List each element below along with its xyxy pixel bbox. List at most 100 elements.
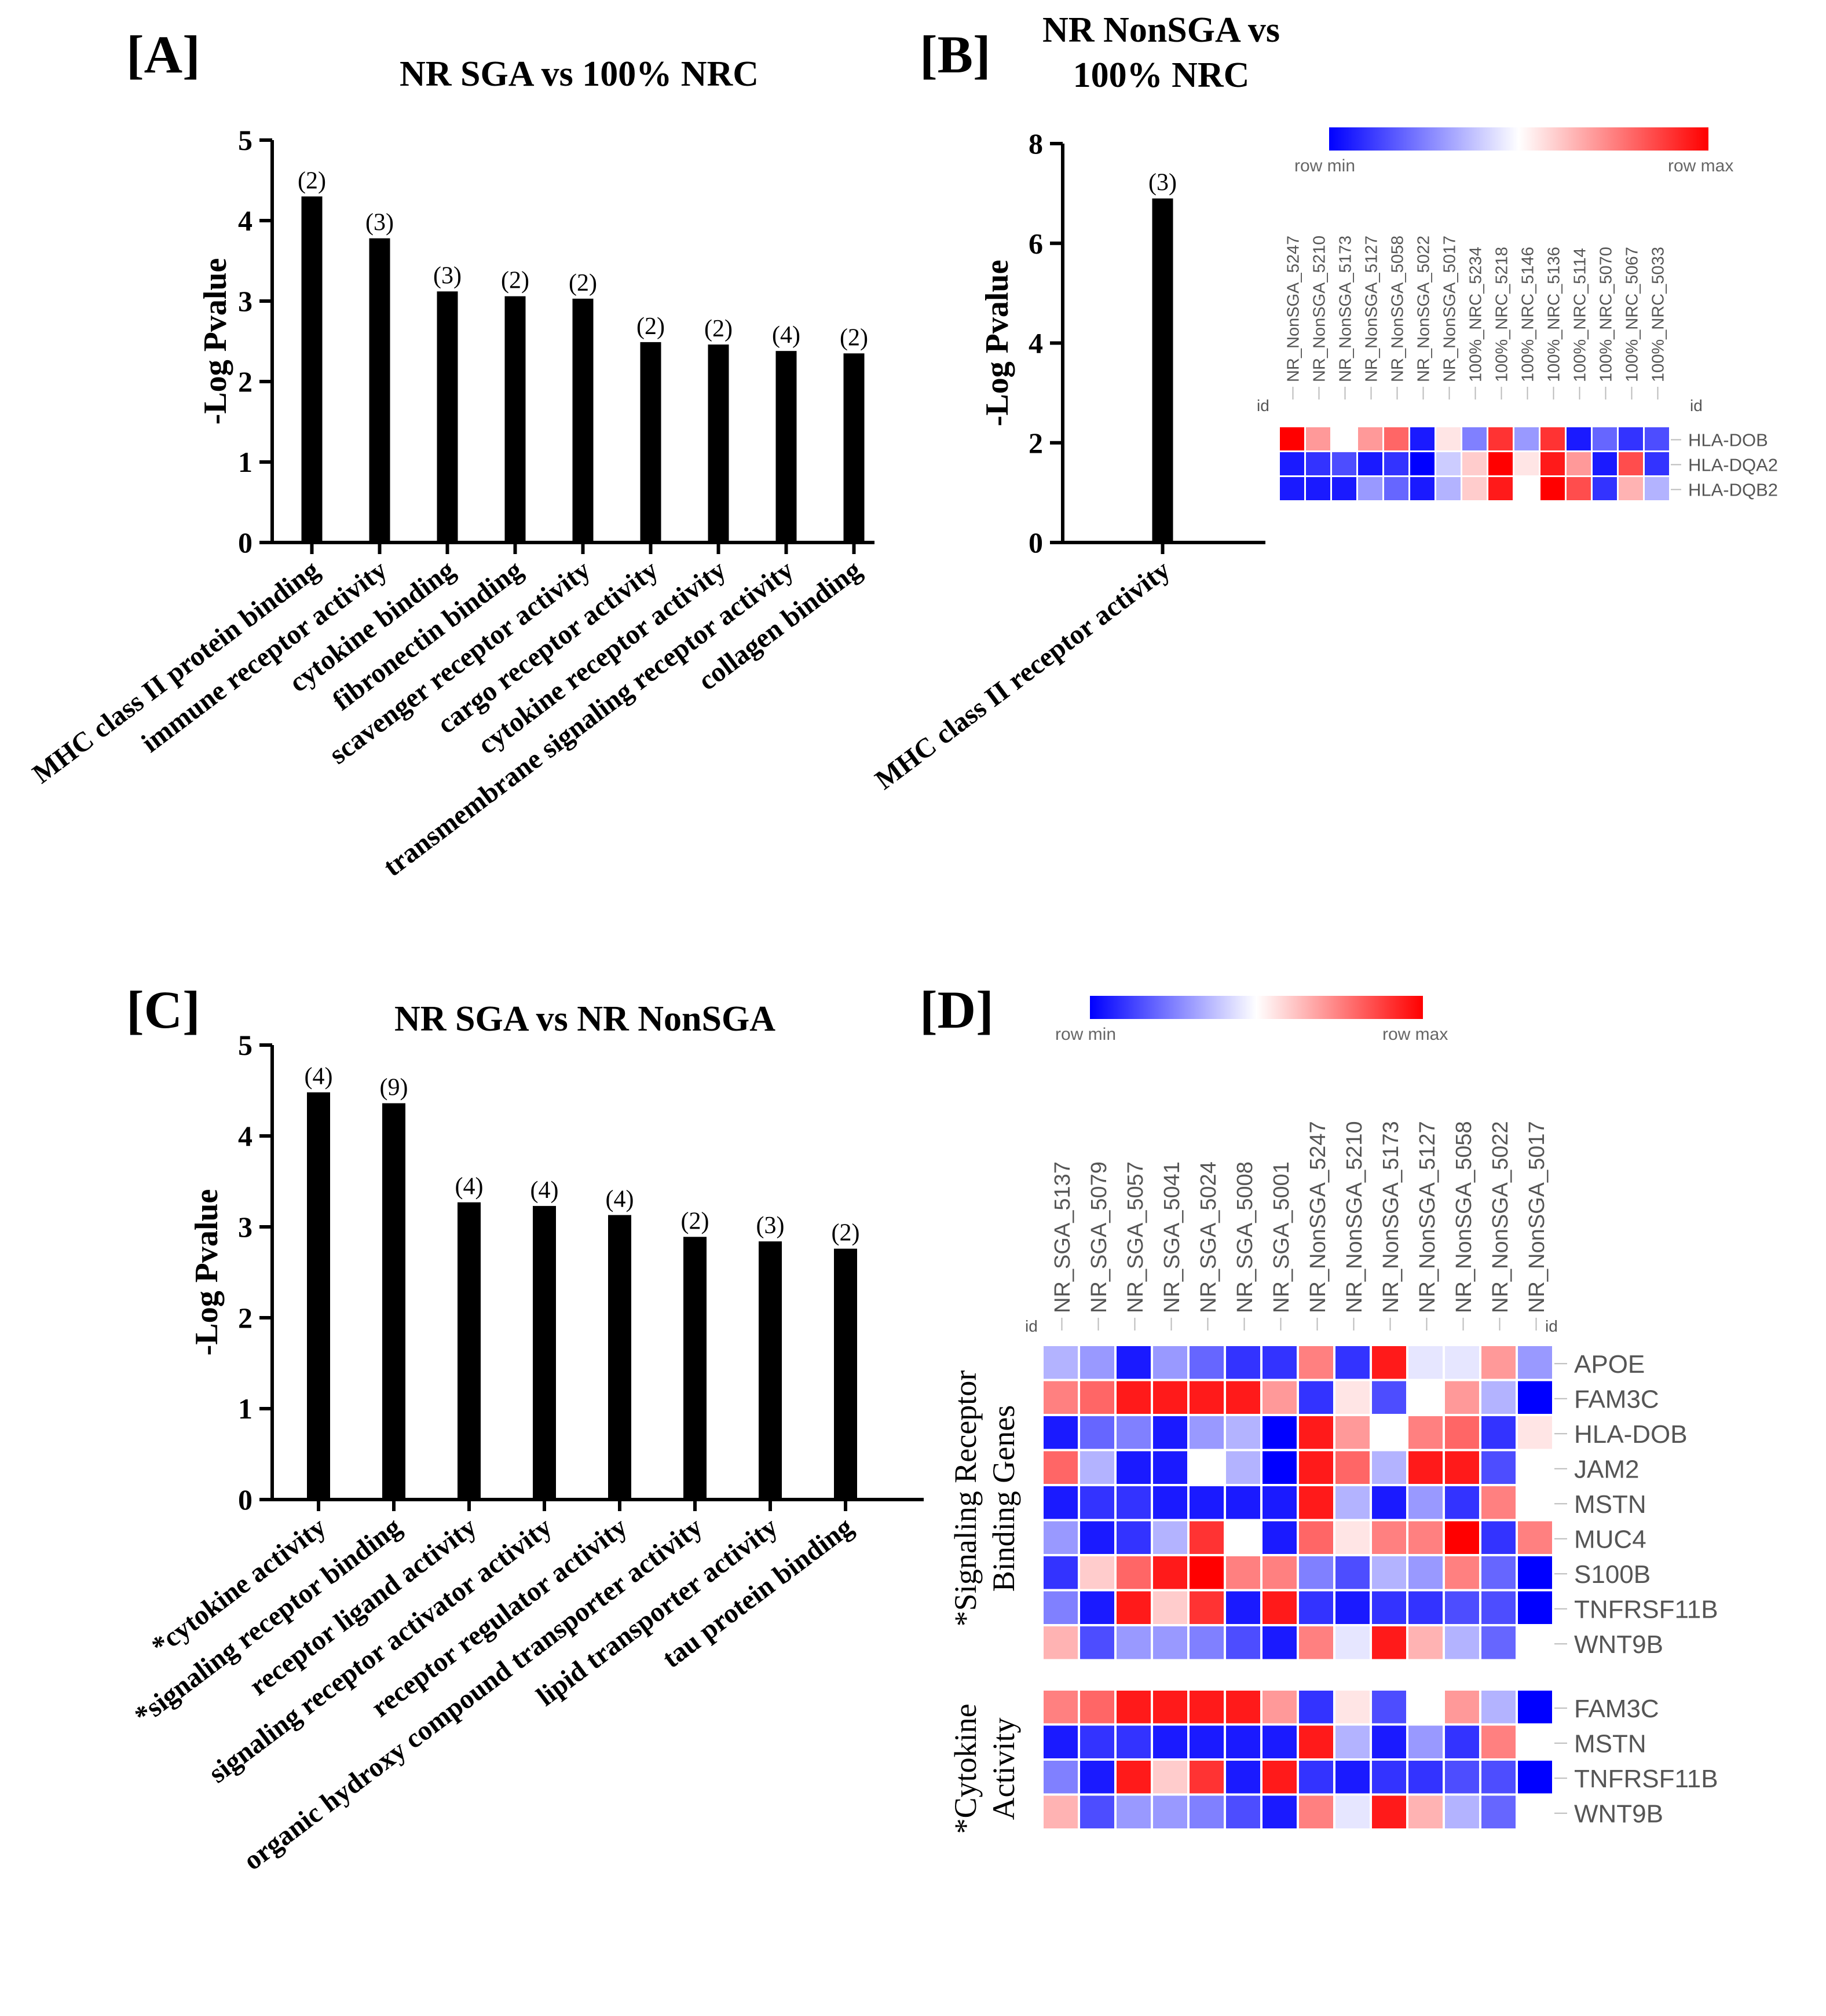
- id-label: id: [1545, 1317, 1558, 1335]
- data-label: (2): [840, 324, 868, 351]
- heat-cell: [1619, 452, 1643, 475]
- heat-cell: [1335, 1451, 1370, 1484]
- heat-cell: [1567, 477, 1591, 500]
- heat-cell: [1408, 1346, 1443, 1379]
- heat-cell: [1481, 1725, 1516, 1758]
- heat-cell: [1153, 1626, 1187, 1659]
- data-label: (2): [298, 167, 326, 194]
- legend-gradient: [1329, 127, 1708, 151]
- heat-cell: [1462, 452, 1487, 475]
- column-label: NR_NonSGA_5210: [1311, 236, 1329, 382]
- heat-cell: [1408, 1626, 1443, 1659]
- bar: [382, 1103, 405, 1500]
- heat-cell: [1117, 1725, 1151, 1758]
- heat-cell: [1299, 1486, 1333, 1519]
- heat-cell: [1445, 1691, 1479, 1724]
- heat-cell: [1445, 1591, 1479, 1624]
- heat-cell: [1226, 1416, 1260, 1449]
- heat-cell: [1117, 1795, 1151, 1828]
- heat-cell: [1306, 427, 1330, 450]
- heat-cell: [1117, 1346, 1151, 1379]
- heat-cell: [1481, 1416, 1516, 1449]
- y-tick-label: 1: [238, 1392, 253, 1425]
- data-label: (4): [305, 1064, 333, 1090]
- heat-cell: [1044, 1795, 1078, 1828]
- heat-cell: [1263, 1556, 1297, 1589]
- group-label-line: *Cytokine: [948, 1704, 983, 1834]
- heat-cell: [1445, 1761, 1479, 1794]
- heat-cell: [1226, 1521, 1260, 1554]
- heat-cell: [1372, 1691, 1406, 1724]
- heat-cell: [1645, 452, 1669, 475]
- bar: [458, 1202, 481, 1500]
- heat-cell: [1372, 1761, 1406, 1794]
- group-label-line: Activity: [986, 1718, 1021, 1820]
- heat-cell: [1117, 1626, 1151, 1659]
- bar: [759, 1241, 782, 1500]
- bar: [775, 351, 797, 543]
- column-label: 100%_NRC_5218: [1493, 247, 1512, 382]
- heat-cell: [1540, 427, 1565, 450]
- legend-gradient: [1090, 996, 1423, 1019]
- heat-cell: [1514, 477, 1539, 500]
- heat-cell: [1445, 1416, 1479, 1449]
- bar: [572, 298, 594, 543]
- y-tick-label: 4: [1029, 327, 1043, 360]
- bar: [708, 344, 729, 543]
- group-label-line: *Signaling Receptor: [948, 1370, 983, 1626]
- heat-cell: [1299, 1521, 1333, 1554]
- heat-cell: [1372, 1521, 1406, 1554]
- data-label: (2): [501, 267, 529, 294]
- heat-cell: [1518, 1761, 1552, 1794]
- heat-cell: [1358, 452, 1382, 475]
- heat-cell: [1263, 1795, 1297, 1828]
- heat-cell: [1408, 1381, 1443, 1414]
- heat-cell: [1226, 1795, 1260, 1828]
- heat-cell: [1153, 1795, 1187, 1828]
- heat-cell: [1593, 452, 1617, 475]
- bar: [301, 196, 323, 543]
- heat-cell: [1332, 452, 1356, 475]
- heat-cell: [1518, 1591, 1552, 1624]
- heat-cell: [1372, 1725, 1406, 1758]
- heat-cell: [1226, 1381, 1260, 1414]
- heat-cell: [1117, 1761, 1151, 1794]
- id-label: id: [1690, 397, 1703, 415]
- heat-cell: [1299, 1556, 1333, 1589]
- y-tick-label: 1: [238, 446, 253, 478]
- heat-cell: [1481, 1556, 1516, 1589]
- heat-cell: [1226, 1556, 1260, 1589]
- y-axis-label: -Log Pvalue: [189, 1189, 225, 1356]
- heat-cell: [1280, 427, 1304, 450]
- column-label: NR_NonSGA_5017: [1441, 236, 1459, 382]
- heat-cell: [1445, 1795, 1479, 1828]
- heat-cell: [1306, 477, 1330, 500]
- heat-cell: [1445, 1556, 1479, 1589]
- heat-cell: [1280, 477, 1304, 500]
- row-label: HLA-DQA2: [1688, 455, 1778, 475]
- heat-cell: [1117, 1416, 1151, 1449]
- heat-cell: [1299, 1725, 1333, 1758]
- heat-cell: [1518, 1626, 1552, 1659]
- panel-b-bar-chart: NR NonSGA vs 100% NRC -Log Pvalue 0 2 4 6 8 (3) M…: [869, 10, 1280, 796]
- heat-cell: [1226, 1691, 1260, 1724]
- heat-cell: [1153, 1416, 1187, 1449]
- heat-cell: [1080, 1486, 1114, 1519]
- heat-cell: [1372, 1416, 1406, 1449]
- heat-cell: [1335, 1591, 1370, 1624]
- data-label: (3): [365, 210, 394, 236]
- heat-cell: [1190, 1556, 1224, 1589]
- column-label: NR_NonSGA_5210: [1342, 1121, 1367, 1313]
- data-label: (3): [1148, 170, 1177, 196]
- heat-cell: [1190, 1346, 1224, 1379]
- column-label: 100%_NRC_5070: [1597, 247, 1616, 382]
- heat-cell: [1117, 1521, 1151, 1554]
- chart-title: NR SGA vs NR NonSGA: [394, 999, 775, 1039]
- heat-cell: [1263, 1486, 1297, 1519]
- heat-cell: [1481, 1626, 1516, 1659]
- bar: [369, 238, 390, 543]
- heat-cell: [1436, 477, 1461, 500]
- heat-cell: [1335, 1761, 1370, 1794]
- heat-cell: [1190, 1416, 1224, 1449]
- column-label: NR_NonSGA_5017: [1525, 1121, 1549, 1313]
